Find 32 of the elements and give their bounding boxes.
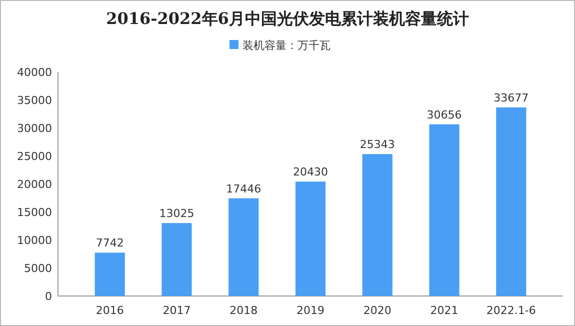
x-tick-label: 2017 (162, 304, 191, 317)
x-tick-label: 2019 (296, 304, 324, 317)
y-tick-label: 35000 (17, 94, 52, 107)
y-tick-label: 25000 (17, 150, 52, 163)
y-tick-label: 10000 (17, 234, 52, 247)
y-tick-label: 5000 (24, 262, 52, 275)
data-label: 13025 (159, 207, 194, 220)
legend-label: 装机容量：万千瓦 (242, 39, 330, 52)
bar (496, 107, 526, 296)
data-label: 17446 (226, 182, 262, 196)
bar (362, 154, 392, 296)
bar (162, 223, 192, 296)
x-tick-label: 2020 (363, 304, 392, 317)
data-label: 25343 (360, 138, 395, 152)
data-label: 33677 (494, 91, 529, 104)
x-tick-label: 2022.1-6 (486, 304, 536, 317)
y-tick-label: 40000 (17, 66, 52, 79)
y-tick-label: 15000 (17, 206, 52, 219)
bar (94, 252, 125, 296)
x-tick-label: 2018 (230, 304, 258, 317)
x-tick-label: 2016 (96, 304, 124, 317)
data-label: 7742 (96, 236, 124, 250)
chart-title: 2016-2022年6月中国光伏发电累计装机容量统计 (106, 9, 469, 28)
y-tick-label: 20000 (17, 178, 52, 191)
bar (429, 124, 460, 296)
x-tick-label: 2021 (430, 304, 458, 317)
bar (228, 198, 259, 296)
data-label: 20430 (293, 166, 328, 179)
y-tick-label: 30000 (17, 122, 52, 135)
y-tick-label: 0 (45, 290, 52, 303)
data-label: 30656 (426, 108, 462, 122)
bar (295, 182, 326, 296)
